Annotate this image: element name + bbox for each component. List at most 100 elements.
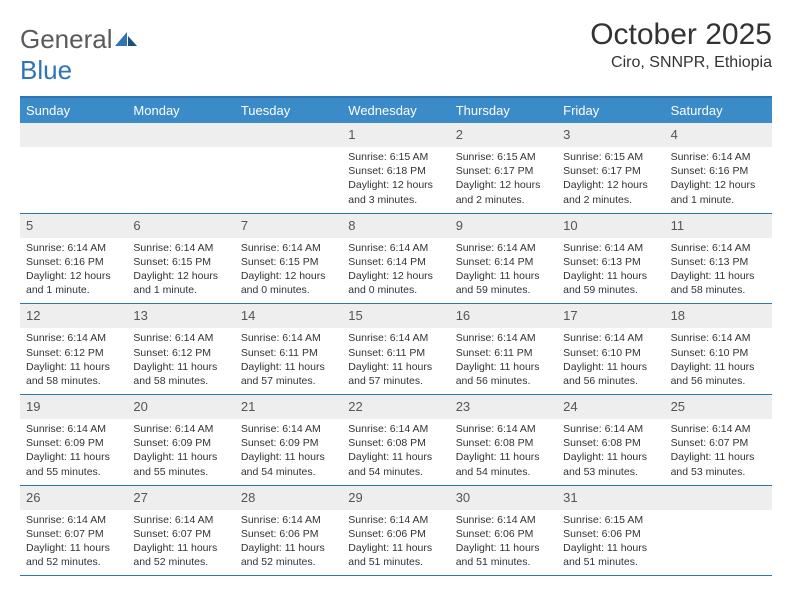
- day-cell: 18Sunrise: 6:14 AMSunset: 6:10 PMDayligh…: [665, 304, 772, 394]
- dayhead-tue: Tuesday: [235, 98, 342, 123]
- day-info: Sunrise: 6:14 AMSunset: 6:07 PMDaylight:…: [671, 422, 766, 479]
- dayhead-wed: Wednesday: [342, 98, 449, 123]
- day-cell: 9 Sunrise: 6:14 AMSunset: 6:14 PMDaylight…: [450, 214, 557, 304]
- day-info: Sunrise: 6:14 AMSunset: 6:08 PMDaylight:…: [563, 422, 658, 479]
- daynum-bar: 10: [557, 214, 664, 238]
- daynum-bar: 19: [20, 395, 127, 419]
- day-info: Sunrise: 6:14 AMSunset: 6:08 PMDaylight:…: [348, 422, 443, 479]
- daynum-bar: 27: [127, 486, 234, 510]
- daylight-text: Daylight: 11 hours and 52 minutes.: [241, 541, 336, 569]
- daynum-bar: 14: [235, 304, 342, 328]
- daylight-text: Daylight: 11 hours and 51 minutes.: [348, 541, 443, 569]
- day-info: Sunrise: 6:14 AMSunset: 6:09 PMDaylight:…: [26, 422, 121, 479]
- day-info: Sunrise: 6:15 AMSunset: 6:18 PMDaylight:…: [348, 150, 443, 207]
- day-cell: 28 Sunrise: 6:14 AMSunset: 6:06 PMDayligh…: [235, 486, 342, 576]
- daylight-text: Daylight: 11 hours and 54 minutes.: [348, 450, 443, 478]
- sunset-text: Sunset: 6:09 PM: [241, 436, 336, 450]
- sunrise-text: Sunrise: 6:14 AM: [133, 331, 228, 345]
- day-cell: 23Sunrise: 6:14 AMSunset: 6:08 PMDayligh…: [450, 395, 557, 485]
- daynum-bar: 9: [450, 214, 557, 238]
- day-number: 22: [348, 399, 362, 414]
- day-info: Sunrise: 6:14 AMSunset: 6:14 PMDaylight:…: [456, 241, 551, 298]
- week-row: 5Sunrise: 6:14 AMSunset: 6:16 PMDaylight…: [20, 214, 772, 305]
- day-number: 3: [563, 127, 570, 142]
- day-info: Sunrise: 6:14 AMSunset: 6:15 PMDaylight:…: [241, 241, 336, 298]
- day-info: Sunrise: 6:14 AMSunset: 6:07 PMDaylight:…: [26, 513, 121, 570]
- daynum-bar: 30: [450, 486, 557, 510]
- daylight-text: Daylight: 11 hours and 59 minutes.: [563, 269, 658, 297]
- sunrise-text: Sunrise: 6:14 AM: [133, 241, 228, 255]
- day-number: 11: [671, 218, 685, 233]
- daylight-text: Daylight: 11 hours and 58 minutes.: [133, 360, 228, 388]
- day-header-row: Sunday Monday Tuesday Wednesday Thursday…: [20, 98, 772, 123]
- day-cell: .: [20, 123, 127, 213]
- sunset-text: Sunset: 6:15 PM: [241, 255, 336, 269]
- sunrise-text: Sunrise: 6:14 AM: [348, 422, 443, 436]
- day-number: 20: [133, 399, 147, 414]
- daylight-text: Daylight: 11 hours and 58 minutes.: [26, 360, 121, 388]
- sunset-text: Sunset: 6:13 PM: [563, 255, 658, 269]
- sunset-text: Sunset: 6:09 PM: [133, 436, 228, 450]
- daylight-text: Daylight: 11 hours and 55 minutes.: [133, 450, 228, 478]
- day-cell: 13Sunrise: 6:14 AMSunset: 6:12 PMDayligh…: [127, 304, 234, 394]
- day-cell: 15 Sunrise: 6:14 AMSunset: 6:11 PMDayligh…: [342, 304, 449, 394]
- daynum-bar: 23: [450, 395, 557, 419]
- day-info: Sunrise: 6:14 AMSunset: 6:13 PMDaylight:…: [563, 241, 658, 298]
- sunrise-text: Sunrise: 6:14 AM: [456, 513, 551, 527]
- daynum-bar: 21: [235, 395, 342, 419]
- daynum-bar: 7: [235, 214, 342, 238]
- day-cell: 29Sunrise: 6:14 AMSunset: 6:06 PMDayligh…: [342, 486, 449, 576]
- sunrise-text: Sunrise: 6:14 AM: [241, 241, 336, 255]
- day-number: 21: [241, 399, 255, 414]
- day-cell: 21 Sunrise: 6:14 AMSunset: 6:09 PMDayligh…: [235, 395, 342, 485]
- sunset-text: Sunset: 6:08 PM: [563, 436, 658, 450]
- day-info: Sunrise: 6:14 AMSunset: 6:06 PMDaylight:…: [456, 513, 551, 570]
- sunset-text: Sunset: 6:06 PM: [456, 527, 551, 541]
- day-number: 24: [563, 399, 577, 414]
- day-info: Sunrise: 6:14 AMSunset: 6:11 PMDaylight:…: [348, 331, 443, 388]
- day-cell: 17Sunrise: 6:14 AMSunset: 6:10 PMDayligh…: [557, 304, 664, 394]
- sunrise-text: Sunrise: 6:15 AM: [563, 150, 658, 164]
- day-cell: 20 Sunrise: 6:14 AMSunset: 6:09 PMDayligh…: [127, 395, 234, 485]
- sunrise-text: Sunrise: 6:14 AM: [133, 422, 228, 436]
- day-cell: 14Sunrise: 6:14 AMSunset: 6:11 PMDayligh…: [235, 304, 342, 394]
- day-cell: 16Sunrise: 6:14 AMSunset: 6:11 PMDayligh…: [450, 304, 557, 394]
- day-number: 18: [671, 308, 685, 323]
- sunset-text: Sunset: 6:15 PM: [133, 255, 228, 269]
- dayhead-sat: Saturday: [665, 98, 772, 123]
- sunrise-text: Sunrise: 6:14 AM: [563, 331, 658, 345]
- daylight-text: Daylight: 11 hours and 53 minutes.: [563, 450, 658, 478]
- sunrise-text: Sunrise: 6:14 AM: [563, 241, 658, 255]
- day-number: 28: [241, 490, 255, 505]
- day-cell: 24 Sunrise: 6:14 AMSunset: 6:08 PMDayligh…: [557, 395, 664, 485]
- daylight-text: Daylight: 11 hours and 53 minutes.: [671, 450, 766, 478]
- daylight-text: Daylight: 11 hours and 56 minutes.: [671, 360, 766, 388]
- sunset-text: Sunset: 6:08 PM: [348, 436, 443, 450]
- day-number: 31: [563, 490, 577, 505]
- sunset-text: Sunset: 6:10 PM: [563, 346, 658, 360]
- day-info: Sunrise: 6:14 AMSunset: 6:09 PMDaylight:…: [241, 422, 336, 479]
- daynum-bar: .: [235, 123, 342, 147]
- sunrise-text: Sunrise: 6:14 AM: [563, 422, 658, 436]
- month-title: October 2025: [590, 18, 772, 52]
- daylight-text: Daylight: 11 hours and 57 minutes.: [348, 360, 443, 388]
- daylight-text: Daylight: 12 hours and 1 minute.: [26, 269, 121, 297]
- sunset-text: Sunset: 6:10 PM: [671, 346, 766, 360]
- day-number: 15: [348, 308, 362, 323]
- daynum-bar: .: [127, 123, 234, 147]
- sunset-text: Sunset: 6:16 PM: [671, 164, 766, 178]
- daylight-text: Daylight: 12 hours and 0 minutes.: [241, 269, 336, 297]
- sunset-text: Sunset: 6:06 PM: [241, 527, 336, 541]
- day-cell: 11Sunrise: 6:14 AMSunset: 6:13 PMDayligh…: [665, 214, 772, 304]
- daynum-bar: 3: [557, 123, 664, 147]
- daynum-bar: 12: [20, 304, 127, 328]
- sunrise-text: Sunrise: 6:14 AM: [456, 331, 551, 345]
- sunset-text: Sunset: 6:07 PM: [671, 436, 766, 450]
- day-cell: 10 Sunrise: 6:14 AMSunset: 6:13 PMDayligh…: [557, 214, 664, 304]
- sunset-text: Sunset: 6:12 PM: [26, 346, 121, 360]
- day-cell: 25Sunrise: 6:14 AMSunset: 6:07 PMDayligh…: [665, 395, 772, 485]
- day-info: Sunrise: 6:14 AMSunset: 6:06 PMDaylight:…: [241, 513, 336, 570]
- daylight-text: Daylight: 12 hours and 2 minutes.: [563, 178, 658, 206]
- daylight-text: Daylight: 11 hours and 51 minutes.: [563, 541, 658, 569]
- week-row: 12Sunrise: 6:14 AMSunset: 6:12 PMDayligh…: [20, 304, 772, 395]
